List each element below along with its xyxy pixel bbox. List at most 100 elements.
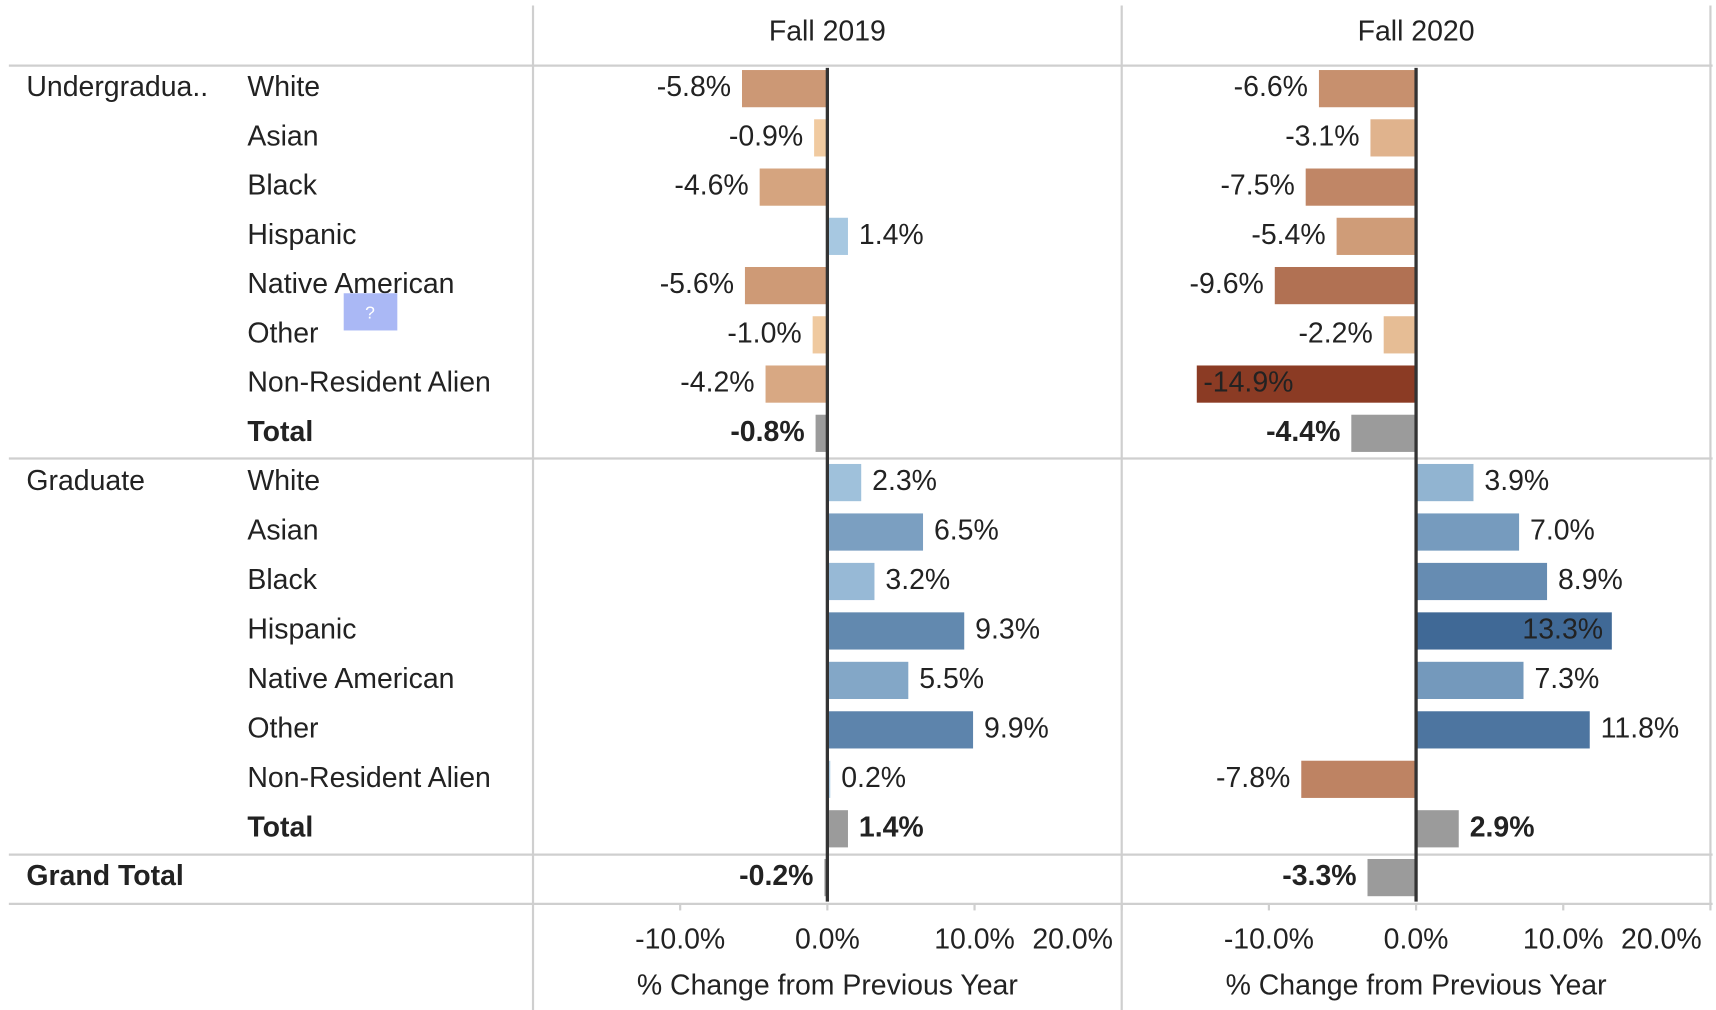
- total-bar: [827, 810, 848, 848]
- total-label: Total: [247, 811, 313, 843]
- value-label: -4.6%: [674, 170, 748, 202]
- column-header: Fall 2020: [1358, 15, 1475, 47]
- value-label: -5.4%: [1251, 219, 1325, 251]
- value-label: -14.9%: [1203, 367, 1293, 399]
- bar: [827, 463, 862, 502]
- bar: [1416, 513, 1520, 551]
- value-label: -9.6%: [1190, 268, 1264, 300]
- group-label: Undergradua..: [26, 71, 208, 103]
- row-label: Other: [247, 712, 318, 744]
- bar: [744, 266, 828, 305]
- value-label: 2.3%: [872, 465, 937, 497]
- bar: [759, 168, 828, 206]
- x-tick-label: -10.0%: [1224, 924, 1314, 956]
- total-bar: [1351, 414, 1417, 452]
- bar: [827, 711, 974, 749]
- bar: [1416, 463, 1474, 502]
- value-label: -3.3%: [1282, 860, 1356, 892]
- value-label: -1.0%: [727, 317, 801, 349]
- bar: [1383, 316, 1417, 354]
- value-label: 1.4%: [859, 219, 924, 251]
- bar: [1416, 711, 1590, 749]
- total-bar: [1416, 810, 1459, 848]
- row-label: Hispanic: [247, 219, 356, 251]
- value-label: -0.2%: [739, 860, 813, 892]
- group-label: Graduate: [26, 465, 145, 497]
- value-label: 7.0%: [1530, 515, 1595, 547]
- value-label: -3.1%: [1285, 120, 1359, 152]
- grand-total-label: Grand Total: [26, 860, 183, 892]
- x-axis-title: % Change from Previous Year: [637, 970, 1018, 1002]
- value-label: -0.8%: [730, 416, 804, 448]
- value-label: -7.5%: [1220, 170, 1294, 202]
- bar: [827, 661, 909, 700]
- value-label: -5.6%: [660, 268, 734, 300]
- value-label: -6.6%: [1234, 71, 1308, 103]
- value-label: -5.8%: [657, 71, 731, 103]
- value-label: 9.3%: [975, 613, 1040, 645]
- x-tick-label: 20.0%: [1621, 924, 1702, 956]
- value-label: -4.2%: [680, 367, 754, 399]
- bar: [765, 365, 828, 403]
- bar: [1318, 70, 1417, 108]
- x-tick-label: 0.0%: [795, 924, 860, 956]
- bar: [1416, 612, 1612, 650]
- row-label: Black: [247, 170, 317, 202]
- value-label: 9.9%: [984, 712, 1049, 744]
- row-label: Non-Resident Alien: [247, 367, 490, 399]
- value-label: 5.5%: [919, 663, 984, 695]
- value-label: -7.8%: [1216, 762, 1290, 794]
- row-label: Asian: [247, 120, 318, 152]
- bar: [1370, 119, 1417, 157]
- total-label: Total: [247, 416, 313, 448]
- bar: [1336, 217, 1417, 255]
- row-label: Native American: [247, 663, 454, 695]
- x-tick-label: 0.0%: [1384, 924, 1449, 956]
- bar: [1301, 760, 1417, 798]
- bar: [814, 119, 828, 157]
- total-bar: [815, 414, 828, 452]
- bar: [827, 513, 924, 551]
- row-label: Black: [247, 564, 317, 596]
- bar: [1416, 661, 1524, 700]
- row-label: Hispanic: [247, 613, 356, 645]
- help-icon-label: ?: [365, 303, 375, 323]
- bar: [741, 70, 828, 108]
- row-label: Asian: [247, 515, 318, 547]
- bar: [812, 316, 828, 354]
- column-header: Fall 2019: [769, 15, 886, 47]
- bar: [1305, 168, 1417, 206]
- x-tick-label: 10.0%: [1523, 924, 1604, 956]
- bar: [827, 562, 875, 601]
- value-label: 3.2%: [885, 564, 950, 596]
- x-tick-label: 10.0%: [934, 924, 1015, 956]
- value-label: 8.9%: [1558, 564, 1623, 596]
- bar: [827, 217, 848, 255]
- x-tick-label: -10.0%: [635, 924, 725, 956]
- value-label: 3.9%: [1484, 465, 1549, 497]
- row-label: White: [247, 71, 320, 103]
- value-label: 6.5%: [934, 515, 999, 547]
- value-label: 2.9%: [1470, 811, 1535, 843]
- value-label: 11.8%: [1601, 712, 1680, 744]
- value-label: 13.3%: [1522, 613, 1603, 645]
- value-label: 0.2%: [841, 762, 906, 794]
- bar: [827, 612, 965, 650]
- row-label: Other: [247, 317, 318, 349]
- value-label: -2.2%: [1298, 317, 1372, 349]
- value-label: 7.3%: [1534, 663, 1599, 695]
- value-label: -0.9%: [729, 120, 803, 152]
- grand-total-bar: [1367, 858, 1417, 897]
- bar: [1416, 562, 1548, 601]
- x-tick-label: 20.0%: [1032, 924, 1113, 956]
- bar: [1274, 266, 1417, 305]
- value-label: 1.4%: [859, 811, 924, 843]
- x-axis-title: % Change from Previous Year: [1226, 970, 1607, 1002]
- help-icon: [343, 293, 398, 331]
- row-label: Non-Resident Alien: [247, 762, 490, 794]
- value-label: -4.4%: [1266, 416, 1340, 448]
- row-label: White: [247, 465, 320, 497]
- bar: [1196, 365, 1417, 403]
